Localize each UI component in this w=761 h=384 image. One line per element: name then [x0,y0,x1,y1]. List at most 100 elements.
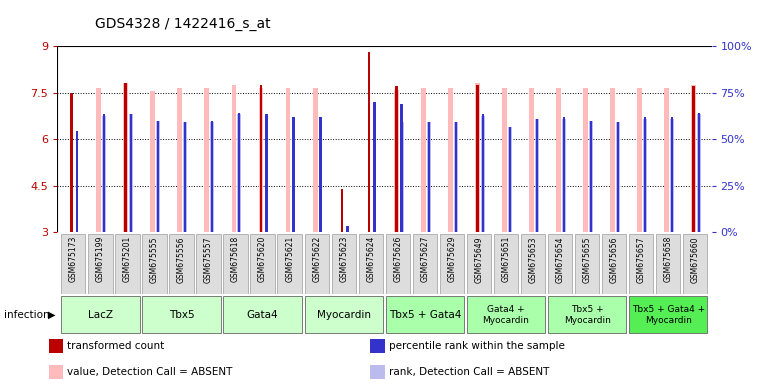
Bar [395,86,397,232]
Bar [210,122,214,232]
Bar [250,234,275,294]
Text: GSM675658: GSM675658 [664,236,673,282]
Bar [693,86,695,232]
Bar [278,234,302,294]
Text: GSM675656: GSM675656 [610,236,619,283]
Bar [475,83,479,232]
Bar [142,234,167,294]
Bar [129,114,133,232]
Bar [556,88,561,232]
Text: GSM675620: GSM675620 [258,236,267,282]
Bar [664,88,669,232]
Text: Tbx5 + Gata4: Tbx5 + Gata4 [389,310,461,320]
Bar [224,234,248,294]
Bar [386,296,464,333]
Bar [49,365,63,379]
Bar [400,122,403,232]
Bar [260,85,263,232]
Bar [602,234,626,294]
Text: GSM675660: GSM675660 [691,236,700,283]
Text: infection: infection [4,310,49,320]
Bar [211,121,213,232]
Bar [421,88,425,232]
Bar [502,88,507,232]
Text: GSM675201: GSM675201 [123,236,132,282]
Bar [454,122,457,232]
Bar [629,234,654,294]
Bar [683,234,708,294]
Bar [88,234,113,294]
Text: Myocardin: Myocardin [317,310,371,320]
Bar [575,234,600,294]
Bar [644,118,646,232]
Bar [428,122,430,232]
Text: GSM675653: GSM675653 [529,236,537,283]
Text: GSM675657: GSM675657 [637,236,646,283]
Bar [583,88,588,232]
Text: GSM675557: GSM675557 [204,236,213,283]
Bar [285,88,291,232]
Bar [698,113,700,232]
Bar [259,88,263,232]
Bar [265,118,269,232]
Bar [448,88,453,232]
Bar [320,118,322,232]
Bar [629,296,708,333]
Bar [304,234,329,294]
Bar [616,122,620,232]
Bar [610,88,615,232]
Bar [156,121,160,232]
Bar [205,88,209,232]
Bar [125,83,127,232]
Text: GSM675622: GSM675622 [312,236,321,282]
Bar [183,122,187,232]
Bar [370,339,385,353]
Bar [224,296,302,333]
Text: Tbx5 +
Myocardin: Tbx5 + Myocardin [564,305,610,324]
Bar [370,365,385,379]
Bar [691,85,696,232]
Bar [529,88,534,232]
Bar [671,118,673,232]
Bar [123,83,128,232]
Text: GSM675618: GSM675618 [231,236,240,282]
Text: GSM675655: GSM675655 [583,236,591,283]
Bar [368,52,371,232]
Bar [358,234,383,294]
Bar [508,127,511,232]
Bar [374,102,376,232]
Bar [49,339,63,353]
Bar [292,118,295,232]
Bar [590,121,592,232]
Bar [346,226,349,232]
Bar [670,119,674,232]
Bar [643,119,647,232]
Bar [481,116,485,232]
Bar [562,118,565,232]
Text: value, Detection Call = ABSENT: value, Detection Call = ABSENT [67,367,233,377]
Bar [697,114,701,232]
Bar [466,296,545,333]
Bar [393,89,399,232]
Text: Tbx5 + Gata4 +
Myocardin: Tbx5 + Gata4 + Myocardin [632,305,705,324]
Text: GSM675624: GSM675624 [366,236,375,282]
Bar [466,234,491,294]
Bar [332,234,356,294]
Bar [61,234,85,294]
Text: percentile rank within the sample: percentile rank within the sample [389,341,565,351]
Bar [476,85,479,232]
Bar [637,88,642,232]
Bar [536,119,538,232]
Text: GSM675626: GSM675626 [393,236,403,282]
Bar [548,234,572,294]
Bar [103,114,105,232]
Text: GSM675649: GSM675649 [474,236,483,283]
Bar [97,88,101,232]
Bar [115,234,139,294]
Bar [562,119,565,232]
Bar [440,234,464,294]
Bar [266,114,268,232]
Bar [61,296,139,333]
Text: GSM675173: GSM675173 [68,236,78,282]
Bar [482,114,484,232]
